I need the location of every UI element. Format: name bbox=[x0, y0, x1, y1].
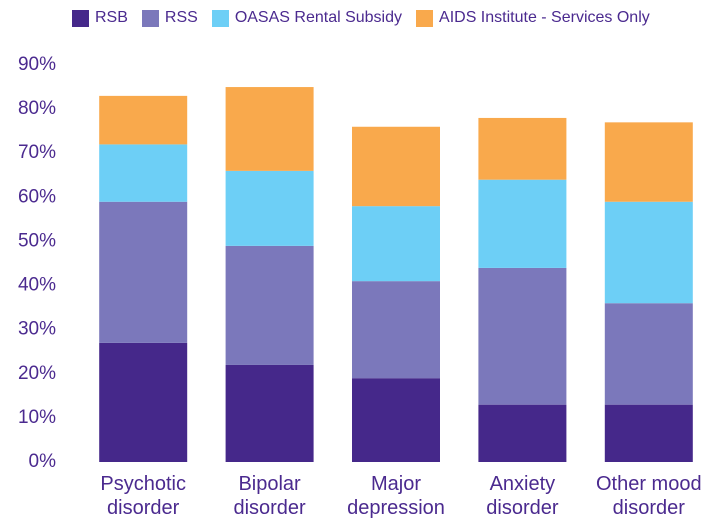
y-tick-label: 80% bbox=[18, 98, 56, 119]
legend-label: RSB bbox=[95, 9, 128, 26]
legend-item: AIDS Institute - Services Only bbox=[416, 9, 650, 27]
bar-segment bbox=[225, 245, 314, 365]
y-tick-label: 60% bbox=[18, 186, 56, 207]
bar-segment bbox=[99, 342, 188, 462]
legend-swatch bbox=[211, 9, 229, 27]
y-tick-label: 50% bbox=[18, 230, 56, 251]
y-tick-label: 10% bbox=[18, 407, 56, 428]
bar-segment bbox=[478, 117, 567, 180]
bar-segment bbox=[478, 179, 567, 268]
legend-swatch bbox=[141, 9, 159, 27]
y-tick-label: 90% bbox=[18, 54, 56, 75]
bar-segment bbox=[604, 404, 693, 462]
legend-swatch bbox=[416, 9, 434, 27]
bar-segment bbox=[604, 201, 693, 304]
bar-segment bbox=[225, 170, 314, 246]
x-tick-label: Anxiety disorder bbox=[486, 473, 559, 519]
bar-segment bbox=[478, 267, 567, 405]
bar-segment bbox=[352, 206, 440, 282]
legend-label: RSS bbox=[164, 9, 198, 26]
x-tick-label: Major depression bbox=[347, 473, 445, 519]
bar-segment bbox=[225, 364, 314, 462]
legend-item: RSB bbox=[72, 9, 128, 27]
bar-segment bbox=[99, 201, 188, 343]
x-tick-label: Psychotic disorder bbox=[100, 473, 186, 519]
y-tick-label: 70% bbox=[18, 142, 56, 163]
legend-label: AIDS Institute - Services Only bbox=[439, 9, 650, 26]
legend-label: OASAS Rental Subsidy bbox=[234, 9, 403, 26]
bar-segment bbox=[99, 95, 188, 145]
bar-segment bbox=[225, 87, 314, 171]
bar-segment bbox=[352, 281, 440, 379]
bar-segment bbox=[604, 122, 693, 202]
y-tick-label: 40% bbox=[18, 275, 56, 296]
legend-swatch bbox=[72, 9, 89, 27]
x-tick-label: Bipolar disorder bbox=[233, 473, 306, 519]
bar-segment bbox=[604, 303, 693, 405]
y-tick-label: 0% bbox=[29, 451, 57, 472]
y-tick-label: 20% bbox=[18, 363, 56, 384]
bar-segment bbox=[478, 404, 567, 462]
bar-segment bbox=[352, 126, 440, 207]
legend-item: RSS bbox=[141, 9, 198, 27]
legend: RSB RSS OASAS Rental Subsidy AIDS Institute… bbox=[72, 9, 650, 27]
y-tick-label: 30% bbox=[18, 319, 56, 340]
x-tick-label: Other mood disorder bbox=[595, 473, 702, 519]
bar-segment bbox=[352, 378, 440, 462]
legend-item: OASAS Rental Subsidy bbox=[211, 9, 403, 27]
bar-segment bbox=[99, 144, 188, 202]
